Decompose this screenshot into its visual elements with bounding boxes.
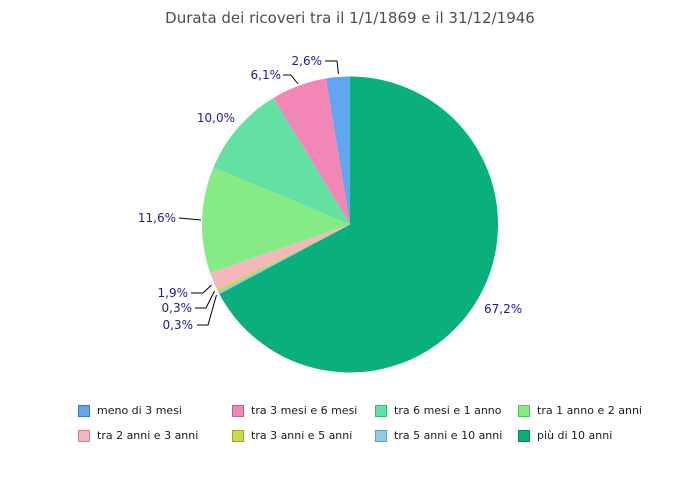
legend-item: più di 10 anni	[518, 423, 678, 448]
pct-label-3-5-anni: 0,3%	[161, 301, 193, 315]
legend-item: tra 5 anni e 10 anni	[375, 423, 518, 448]
pie-slice-7	[219, 76, 499, 373]
pie-slice-1	[273, 78, 350, 225]
pct-label-meno-di-3-mesi: 2,6%	[291, 54, 323, 68]
leader-line	[191, 284, 212, 294]
legend-label: tra 3 mesi e 6 mesi	[251, 404, 358, 417]
legend-item: tra 3 anni e 5 anni	[232, 423, 375, 448]
leader-line	[197, 294, 217, 326]
legend-swatch	[232, 429, 244, 442]
legend-label: tra 6 mesi e 1 anno	[394, 404, 502, 417]
legend-label: tra 5 anni e 10 anni	[394, 429, 503, 442]
leader-line	[195, 290, 215, 309]
legend-swatch	[375, 404, 387, 417]
legend: meno di 3 mesi tra 3 mesi e 6 mesi tra 6 m…	[78, 398, 678, 448]
leader-line	[325, 60, 339, 75]
pie-slice-4	[210, 224, 350, 290]
legend-item: tra 6 mesi e 1 anno	[375, 398, 518, 423]
leader-line	[178, 217, 202, 221]
legend-swatch	[375, 429, 387, 442]
chart-title: Durata dei ricoveri tra il 1/1/1869 e il…	[165, 9, 535, 27]
pie-slice-3	[201, 167, 350, 273]
pct-label-1-2-anni: 11,6%	[137, 211, 176, 225]
pct-label-3-6-mesi: 6,1%	[250, 68, 282, 82]
pie-slices	[201, 76, 499, 373]
pie-slice-2	[213, 98, 350, 225]
legend-item: tra 3 mesi e 6 mesi	[232, 398, 375, 423]
pct-label-piu-di-10-anni: 67,2%	[484, 302, 523, 316]
pct-label-2-3-anni: 1,9%	[157, 286, 189, 300]
legend-label: più di 10 anni	[537, 429, 613, 442]
legend-label: meno di 3 mesi	[97, 404, 182, 417]
legend-swatch	[232, 404, 244, 417]
pct-label-5-10-anni: 0,3%	[162, 318, 194, 332]
leader-line	[283, 74, 299, 85]
legend-swatch	[518, 404, 530, 417]
pie-slice-5	[216, 224, 350, 292]
legend-label: tra 3 anni e 5 anni	[251, 429, 353, 442]
legend-item: tra 2 anni e 3 anni	[78, 423, 232, 448]
pie-slice-0	[325, 76, 350, 225]
legend-swatch	[78, 429, 90, 442]
pct-label-6-mesi-1-anno: 10,0%	[196, 111, 235, 125]
pie-slice-6	[218, 224, 350, 295]
legend-label: tra 1 anno e 2 anni	[537, 404, 642, 417]
legend-label: tra 2 anni e 3 anni	[97, 429, 199, 442]
label-leader-lines	[178, 60, 339, 326]
legend-swatch	[518, 429, 530, 442]
legend-swatch	[78, 404, 90, 417]
legend-item: tra 1 anno e 2 anni	[518, 398, 678, 423]
legend-item: meno di 3 mesi	[78, 398, 232, 423]
